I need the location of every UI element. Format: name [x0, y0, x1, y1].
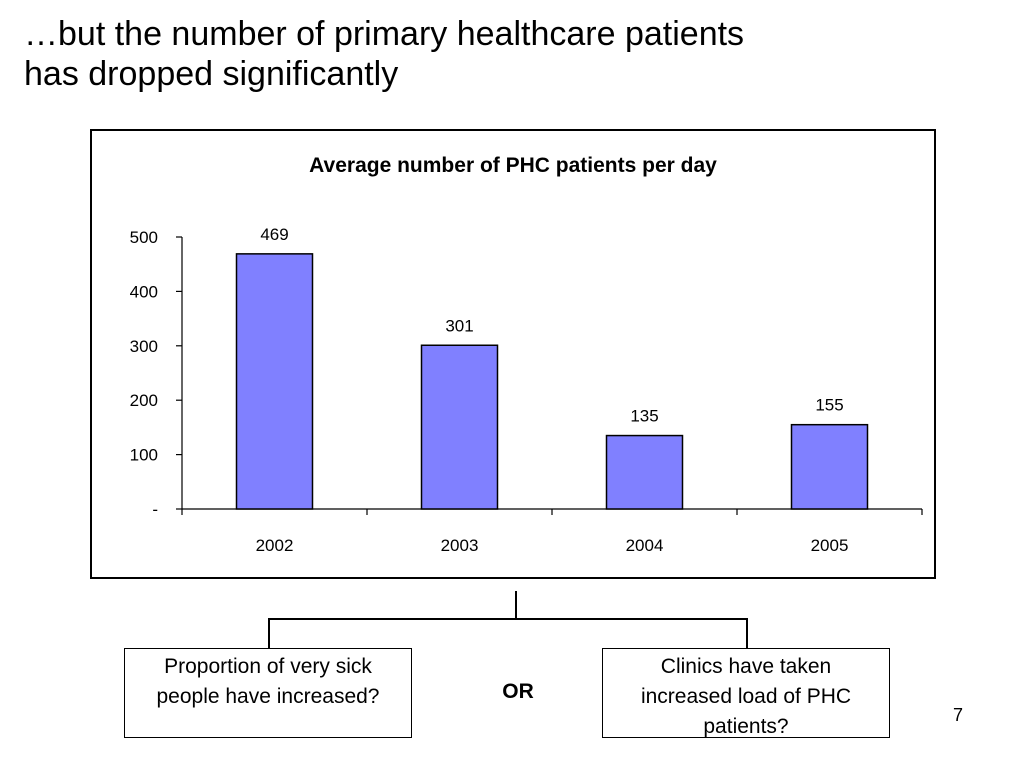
x-tick-label-2004: 2004	[626, 536, 664, 555]
or-label: OR	[502, 680, 534, 703]
x-tick-label-2002: 2002	[256, 536, 294, 555]
bar-2003	[420, 344, 499, 510]
y-tick-label: 500	[130, 228, 158, 247]
chart-frame: Average number of PHC patients per day -…	[90, 129, 936, 579]
connector-horizontal-bar	[268, 618, 748, 620]
bar-2002	[235, 253, 314, 510]
bar-2004	[605, 434, 684, 510]
slide-title-line-1: …but the number of primary healthcare pa…	[24, 15, 745, 53]
page-number: 7	[952, 705, 963, 725]
data-label-2003: 301	[445, 316, 473, 335]
x-tick-label-2005: 2005	[811, 536, 849, 555]
y-tick-label: -	[152, 500, 158, 519]
y-tick-label: 300	[130, 337, 158, 356]
bar-chart: - 100 200 300 400 500 469 2002 301 2003 135 2004 155…	[130, 225, 923, 555]
chart-title: Average number of PHC patients per day	[309, 154, 717, 177]
left-question-box: Proportion of very sick people have incr…	[124, 648, 412, 738]
x-tick-label-2003: 2003	[441, 536, 479, 555]
data-label-2005: 155	[815, 396, 843, 415]
connector-left-drop	[268, 618, 270, 648]
bar-2005	[790, 423, 869, 510]
right-question-box: Clinics have taken increased load of PHC…	[602, 648, 890, 738]
data-label-2002: 469	[260, 225, 288, 244]
connector-vertical-stem	[515, 591, 517, 619]
y-tick-label: 200	[130, 391, 158, 410]
data-label-2004: 135	[630, 407, 658, 426]
slide-title-line-2: has dropped significantly	[24, 55, 399, 93]
y-tick-label: 400	[130, 282, 158, 301]
y-tick-label: 100	[130, 446, 158, 465]
connector-right-drop	[746, 618, 748, 648]
slide-title: …but the number of primary healthcare pa…	[24, 14, 744, 94]
